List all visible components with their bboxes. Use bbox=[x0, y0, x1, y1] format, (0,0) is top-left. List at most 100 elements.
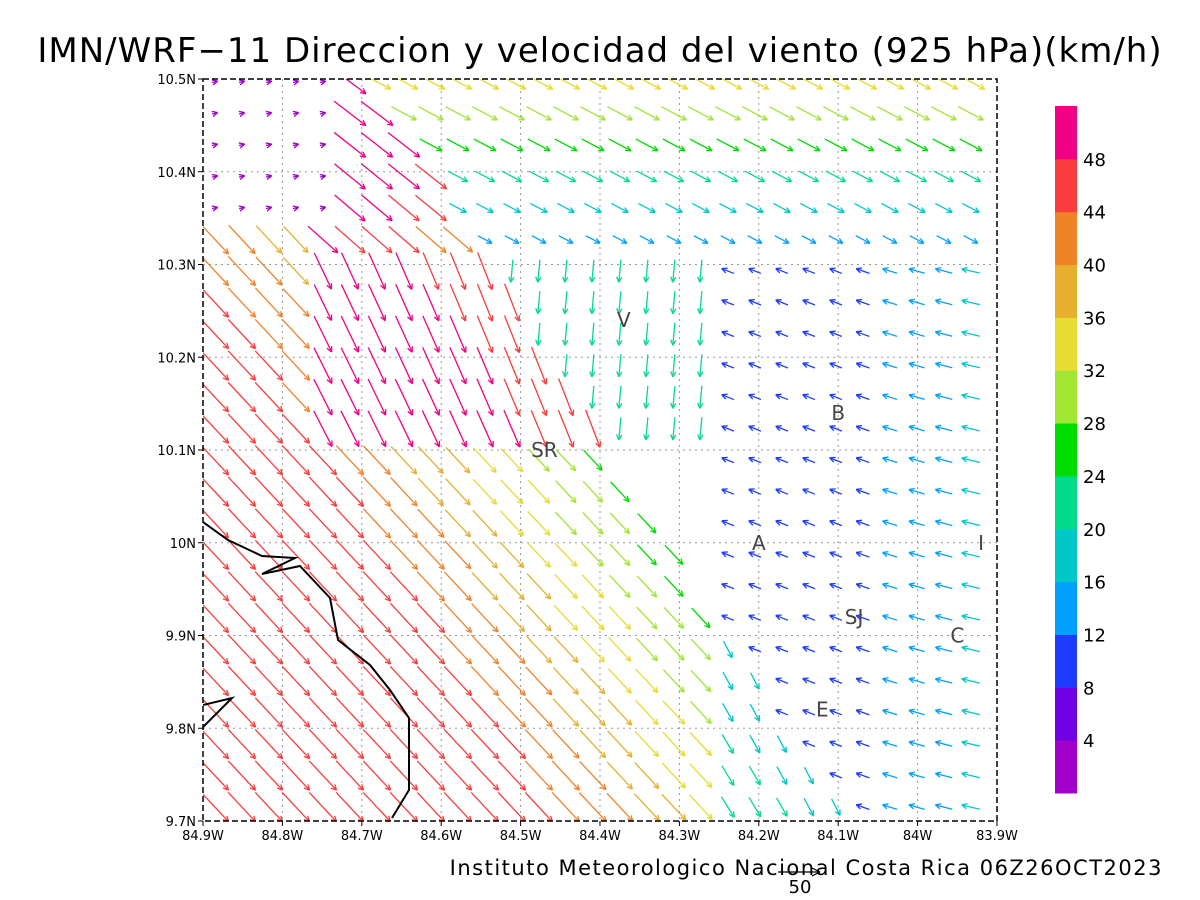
wind-vector bbox=[553, 106, 579, 121]
wind-vector bbox=[203, 383, 230, 413]
wind-vector bbox=[362, 634, 392, 665]
wind-vector bbox=[589, 385, 596, 409]
wind-vector bbox=[715, 106, 741, 121]
wind-vector bbox=[449, 378, 467, 416]
wind-vector bbox=[748, 796, 762, 818]
wind-vector bbox=[801, 235, 817, 244]
wind-vector bbox=[769, 106, 795, 121]
wind-vector bbox=[308, 571, 338, 602]
wind-vector bbox=[855, 456, 870, 464]
wind-vector bbox=[961, 456, 980, 464]
wind-vector bbox=[855, 582, 870, 590]
wind-vector bbox=[934, 266, 953, 274]
wind-vector bbox=[689, 732, 713, 757]
wind-vector bbox=[722, 640, 733, 659]
wind-vector bbox=[934, 613, 953, 621]
wind-vector bbox=[334, 225, 366, 254]
wind-vector bbox=[281, 697, 311, 728]
wind-vector bbox=[416, 697, 446, 728]
wind-vector bbox=[442, 226, 474, 253]
wind-vector bbox=[697, 417, 704, 441]
wind-vector bbox=[616, 291, 623, 315]
wind-vector bbox=[882, 235, 898, 244]
wind-vector bbox=[749, 703, 761, 722]
wind-vector bbox=[721, 362, 735, 369]
wind-vector bbox=[362, 602, 392, 634]
wind-vector bbox=[749, 734, 761, 754]
wind-vector bbox=[503, 378, 521, 417]
wind-vector bbox=[643, 385, 650, 409]
colorbar-label: 32 bbox=[1083, 361, 1106, 382]
place-label: A bbox=[752, 531, 766, 555]
wind-vector bbox=[387, 132, 421, 158]
wind-vector bbox=[319, 79, 327, 86]
wind-vector bbox=[497, 728, 527, 760]
reference-vector: 50 bbox=[778, 867, 821, 898]
wind-vector bbox=[449, 252, 467, 291]
wind-vector bbox=[802, 425, 816, 432]
wind-vector bbox=[613, 79, 635, 90]
wind-vector bbox=[281, 445, 311, 476]
wind-vector bbox=[362, 697, 392, 728]
wind-vector bbox=[389, 697, 419, 728]
wind-vector bbox=[721, 456, 735, 464]
wind-vector bbox=[746, 202, 764, 214]
wind-vector bbox=[500, 138, 524, 152]
wind-vector bbox=[882, 424, 898, 432]
wind-vector bbox=[203, 320, 230, 350]
wind-vector bbox=[203, 572, 230, 602]
place-label: B bbox=[831, 401, 845, 425]
wind-vector bbox=[443, 697, 473, 728]
wind-vector bbox=[581, 574, 605, 599]
wind-vector bbox=[389, 634, 419, 665]
wind-vector bbox=[909, 235, 925, 244]
wind-vector bbox=[691, 607, 711, 629]
wind-vector bbox=[643, 417, 650, 441]
wind-vector bbox=[203, 730, 230, 760]
wind-vector bbox=[852, 170, 874, 183]
wind-vector bbox=[882, 519, 898, 527]
wind-vector bbox=[308, 476, 338, 507]
wind-vector bbox=[526, 542, 551, 568]
wind-vector bbox=[748, 582, 762, 590]
wind-vector bbox=[505, 79, 527, 90]
wind-vector bbox=[855, 298, 870, 306]
wind-vector bbox=[281, 508, 311, 539]
wind-vector bbox=[580, 667, 606, 695]
colorbar-label: 16 bbox=[1083, 573, 1106, 594]
wind-vector bbox=[227, 508, 257, 539]
place-labels: V SR B A I SJ C E bbox=[531, 308, 984, 722]
wind-vector bbox=[562, 259, 569, 283]
wind-vector bbox=[227, 602, 257, 634]
wind-vector bbox=[961, 329, 980, 337]
wind-vector bbox=[689, 138, 713, 152]
wind-vector bbox=[281, 728, 311, 760]
colorbar-label: 48 bbox=[1083, 150, 1106, 171]
wind-vector bbox=[855, 740, 870, 748]
colorbar-segment bbox=[1055, 581, 1077, 635]
wind-vector bbox=[562, 354, 569, 378]
wind-vector bbox=[473, 138, 497, 152]
colorbar-segment bbox=[1055, 634, 1077, 688]
wind-vector bbox=[254, 634, 284, 665]
wind-vector bbox=[882, 487, 898, 495]
wind-vector bbox=[362, 760, 392, 791]
wind-vector bbox=[254, 508, 284, 539]
wind-vector bbox=[961, 361, 980, 369]
wind-vector bbox=[961, 739, 980, 747]
wind-vector bbox=[770, 138, 794, 152]
wind-vector bbox=[227, 255, 257, 287]
wind-vector bbox=[827, 202, 845, 214]
wind-vector bbox=[771, 170, 793, 183]
wind-vector bbox=[748, 425, 762, 432]
wind-vector bbox=[524, 728, 554, 760]
colorbar-segment bbox=[1055, 740, 1077, 794]
wind-vector bbox=[553, 635, 579, 663]
wind-vector bbox=[203, 225, 230, 255]
wind-vector bbox=[389, 665, 419, 697]
colorbar-segment bbox=[1055, 158, 1077, 213]
wind-vector bbox=[662, 731, 686, 757]
x-axis: 84.9W 84.8W 84.7W 84.6W 84.5W 84.4W 84.3W 84.2W… bbox=[182, 821, 1018, 844]
wind-vector bbox=[606, 761, 634, 790]
